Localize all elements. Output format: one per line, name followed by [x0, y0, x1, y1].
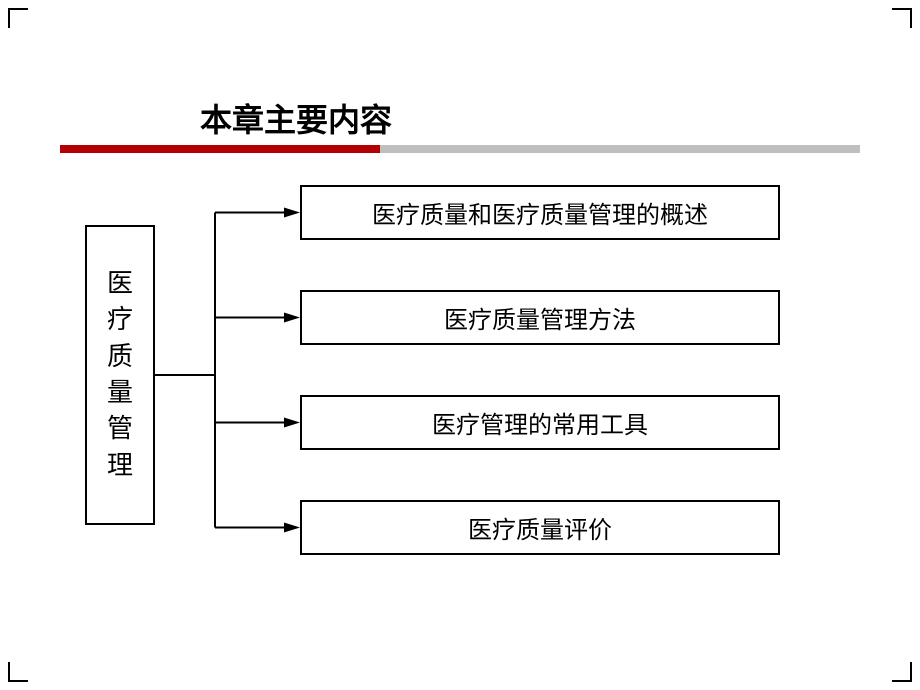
divider-red-segment: [60, 145, 380, 153]
root-node-char: 管: [107, 411, 133, 447]
corner-marker-bottom-right: [892, 662, 912, 682]
child-node-0: 医疗质量和医疗质量管理的概述: [300, 185, 780, 240]
child-node-label: 医疗质量管理方法: [444, 300, 636, 335]
corner-marker-top-right: [892, 8, 912, 28]
root-node-char: 疗: [107, 302, 133, 338]
root-node-char: 医: [107, 266, 133, 302]
child-node-1: 医疗质量管理方法: [300, 290, 780, 345]
root-node-char: 理: [107, 448, 133, 484]
child-node-3: 医疗质量评价: [300, 500, 780, 555]
child-node-2: 医疗管理的常用工具: [300, 395, 780, 450]
child-node-label: 医疗质量评价: [468, 510, 612, 545]
root-node: 医疗质量管理: [85, 225, 155, 525]
title-divider: [60, 145, 860, 153]
root-node-char: 量: [107, 375, 133, 411]
corner-marker-bottom-left: [8, 662, 28, 682]
child-node-label: 医疗管理的常用工具: [432, 405, 648, 440]
corner-marker-top-left: [8, 8, 28, 28]
slide-title: 本章主要内容: [200, 95, 392, 141]
child-node-label: 医疗质量和医疗质量管理的概述: [372, 195, 708, 230]
root-node-char: 质: [107, 339, 133, 375]
divider-grey-segment: [380, 145, 860, 153]
